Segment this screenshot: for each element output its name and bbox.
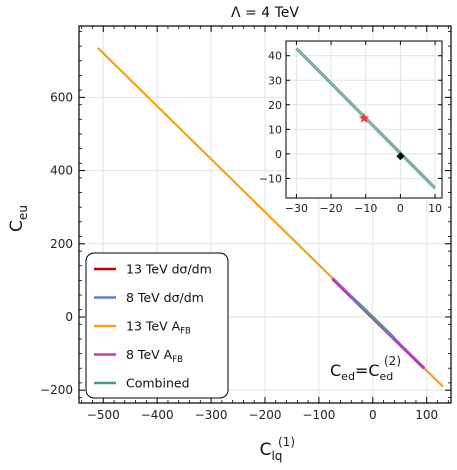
main-series <box>97 47 444 388</box>
inset-y-tick-label: −10 <box>259 172 282 185</box>
inset-frame <box>285 40 443 199</box>
inset-y-tick-label: 10 <box>268 123 282 136</box>
annotation-mid: =C <box>355 361 380 380</box>
inset-diamond-marker <box>396 152 405 161</box>
inset-y-tick-label: 30 <box>268 74 282 87</box>
annotation-sup: (2) <box>384 354 401 368</box>
inset-x-tick-label: 0 <box>397 202 404 215</box>
inset-y-tick-label: 40 <box>268 50 282 63</box>
y-tick-label: 0 <box>65 310 73 324</box>
inset-y-tick-label: 0 <box>275 148 282 161</box>
x-tick-label: −100 <box>302 408 335 422</box>
annotation-sub: ed <box>341 370 355 383</box>
legend-box <box>85 252 229 399</box>
x-tick-label: 100 <box>415 408 438 422</box>
legend-label-sub: FB <box>180 327 191 337</box>
inset-x-tick-label: −10 <box>354 202 377 215</box>
chart-title: Λ = 4 TeV <box>231 5 299 21</box>
annotation: Ced=Ced <box>330 361 393 383</box>
y-axis-label-sub: eu <box>16 205 30 220</box>
x-tick-label: −300 <box>195 408 228 422</box>
legend-label-main: 13 TeV dσ/dm <box>126 262 212 277</box>
legend-label-main: 13 TeV A <box>126 319 181 334</box>
annotation-main: C <box>330 361 341 380</box>
x-tick-label: 0 <box>369 408 377 422</box>
x-tick-label: −500 <box>87 408 120 422</box>
inset-x-tick-label: −20 <box>319 202 342 215</box>
y-axis-label: Ceu <box>7 205 30 232</box>
y-tick-label: 400 <box>50 164 73 178</box>
inset-x-tick-label: 10 <box>428 202 442 215</box>
x-axis-label-sub: lq <box>271 449 282 463</box>
legend-label-sub: FB <box>172 355 183 365</box>
legend-label: Combined <box>126 376 190 391</box>
series-line-4 <box>358 302 388 332</box>
x-axis-label: Clq <box>260 440 283 463</box>
legend-label-main: 8 TeV A <box>126 347 173 362</box>
legend-label: 13 TeV dσ/dm <box>126 262 212 277</box>
x-axis-label-sup: (1) <box>278 435 295 449</box>
annotation-sub2: ed <box>380 370 394 383</box>
legend-label: 8 TeV dσ/dm <box>126 290 204 305</box>
y-axis-label-main: C <box>7 220 27 232</box>
inset-x-tick-label: −30 <box>285 202 308 215</box>
y-tick-label: −200 <box>40 383 73 397</box>
legend-label: 8 TeV AFB <box>126 347 183 365</box>
x-tick-label: −200 <box>249 408 282 422</box>
y-tick-label: 200 <box>50 237 73 251</box>
y-tick-label: 600 <box>50 90 73 104</box>
x-tick-label: −400 <box>141 408 174 422</box>
inset-star-marker <box>358 112 370 123</box>
legend-label: 13 TeV AFB <box>126 319 191 337</box>
legend-label-main: Combined <box>126 376 190 391</box>
legend-label-main: 8 TeV dσ/dm <box>126 290 204 305</box>
inset-y-tick-label: 20 <box>268 99 282 112</box>
x-axis-label-main: C <box>260 440 272 460</box>
inset-plot: −30 −20 −10 0 10 −10 0 10 20 30 40 <box>259 40 443 215</box>
